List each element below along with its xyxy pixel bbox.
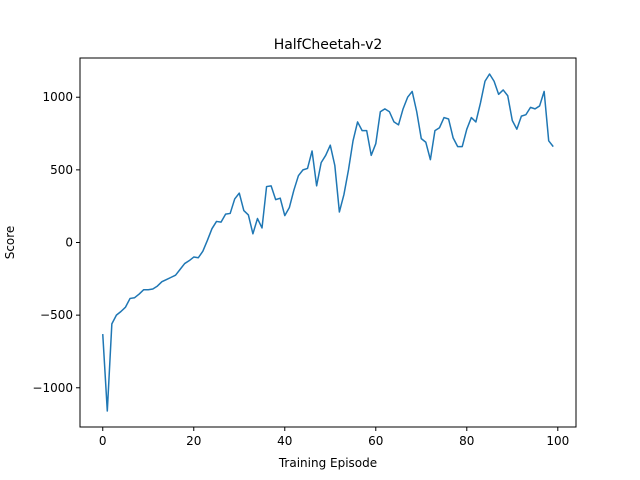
y-axis: −1000 −500 0 500 1000 [32,90,80,395]
x-tick-label: 0 [99,434,107,448]
x-tick-label: 100 [546,434,569,448]
y-tick-label: 0 [65,236,73,250]
x-tick-label: 40 [277,434,292,448]
x-axis: 0 20 40 60 80 100 [99,427,569,448]
y-tick-label: −500 [40,308,73,322]
y-tick-label: −1000 [32,381,73,395]
x-tick-label: 80 [459,434,474,448]
plot-area [102,73,554,412]
x-axis-label: Training Episode [278,456,377,470]
y-tick-label: 1000 [42,90,73,104]
y-tick-label: 500 [50,163,73,177]
x-tick-label: 20 [186,434,201,448]
x-tick-label: 60 [368,434,383,448]
y-axis-label: Score [3,226,17,260]
series-line-0 [102,73,554,412]
chart-title: HalfCheetah-v2 [274,37,383,53]
